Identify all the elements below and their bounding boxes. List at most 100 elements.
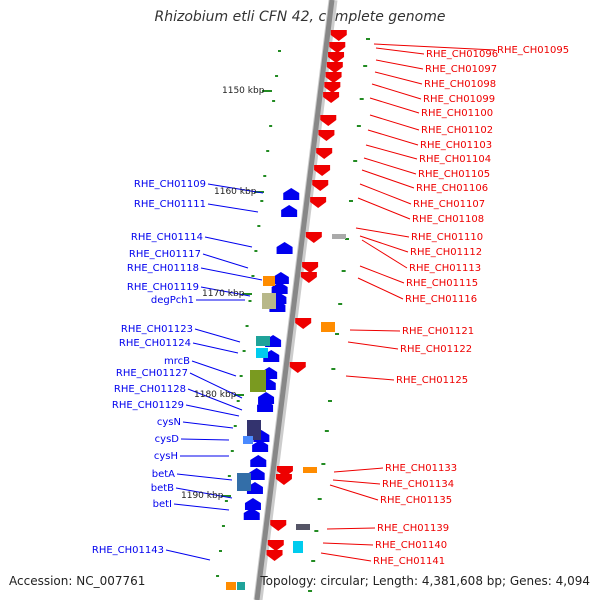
right-gene-label: RHE_CH01099 <box>423 94 495 105</box>
right-gene-label: RHE_CH01133 <box>385 463 457 474</box>
reverse-gene-arrow <box>326 62 343 73</box>
tick-mark <box>314 530 319 532</box>
leader-line <box>373 43 496 51</box>
domain-box <box>237 582 245 590</box>
tick-mark <box>254 250 258 252</box>
domain-box <box>293 541 303 553</box>
left-gene-label: mrcB <box>164 356 190 367</box>
right-gene-label: RHE_CH01141 <box>373 556 445 567</box>
domain-box <box>262 293 276 309</box>
tick-mark <box>366 38 370 40</box>
right-gene-label: RHE_CH01100 <box>421 108 493 119</box>
right-gene-label: RHE_CH01105 <box>418 169 490 180</box>
left-gene-label: RHE_CH01111 <box>134 199 206 210</box>
tick-mark <box>236 400 240 402</box>
left-gene-label: betA <box>152 469 175 480</box>
leader-line <box>363 157 417 175</box>
reverse-gene-arrow <box>328 52 345 63</box>
domain-box <box>256 348 268 358</box>
right-gene-label: RHE_CH01106 <box>416 183 488 194</box>
tick-mark <box>239 375 243 377</box>
left-gene-label: cysN <box>157 417 181 428</box>
tick-mark <box>272 100 276 102</box>
tick-mark <box>224 500 228 502</box>
left-gene-label: cysH <box>154 451 178 462</box>
left-gene-label: RHE_CH01118 <box>127 263 199 274</box>
reverse-gene-arrow <box>276 466 293 477</box>
reverse-gene-arrow <box>289 362 306 373</box>
right-gene-label: RHE_CH01113 <box>409 263 481 274</box>
left-gene-label: RHE_CH01143 <box>92 545 164 556</box>
left-gene-label: betI <box>153 499 172 510</box>
domain-box <box>296 524 310 530</box>
tick-mark <box>321 463 326 465</box>
leader-line <box>361 169 415 189</box>
reverse-gene-arrow <box>316 148 333 159</box>
kbp-label: 1160 kbp <box>214 187 257 197</box>
forward-gene-arrow <box>243 508 260 520</box>
tick-mark <box>278 50 281 52</box>
leader-line <box>207 203 259 213</box>
leader-line <box>374 71 423 85</box>
leader-line <box>187 388 243 411</box>
tick-mark <box>248 300 252 302</box>
forward-gene-arrow <box>258 392 275 404</box>
kbp-label: 1180 kbp <box>194 390 237 400</box>
left-gene-label: betB <box>151 483 174 494</box>
tick-mark <box>219 550 222 552</box>
labels-layer: 1150 kbp 1160 kbp 1170 kbp 1180 kbp 1190 kbp… <box>92 45 569 567</box>
leader-line <box>347 341 399 350</box>
domain-box <box>226 582 236 590</box>
right-gene-label: RHE_CH01121 <box>402 326 474 337</box>
reverse-gene-arrow <box>266 550 283 561</box>
right-gene-label: RHE_CH01103 <box>420 140 492 151</box>
right-gene-label: RHE_CH01115 <box>406 278 478 289</box>
reverse-gene-arrow <box>305 232 322 243</box>
tick-mark <box>345 238 349 240</box>
tick-layer <box>216 38 370 592</box>
leader-line <box>200 286 251 297</box>
tick-mark <box>353 160 358 162</box>
tick-mark <box>317 498 322 500</box>
reverse-gene-arrow <box>302 262 319 273</box>
leader-line <box>326 527 376 530</box>
leader-line <box>175 487 233 499</box>
leader-line <box>361 239 408 269</box>
leader-line <box>173 503 230 511</box>
tick-mark <box>363 65 368 67</box>
leader-line <box>345 375 395 381</box>
tick-mark <box>311 560 316 562</box>
right-gene-label: RHE_CH01102 <box>421 125 493 136</box>
right-gene-label: RHE_CH01125 <box>396 375 468 386</box>
tick-mark <box>331 368 336 370</box>
domain-box <box>303 467 317 473</box>
left-gene-label: RHE_CH01127 <box>116 368 188 379</box>
forward-gene-arrow <box>257 400 274 412</box>
leader-line <box>359 235 409 253</box>
reverse-gene-arrow <box>275 474 292 485</box>
tick-mark <box>359 98 364 100</box>
domain-box <box>321 322 335 332</box>
backbone-layer <box>253 0 338 600</box>
reverse-gene-arrow <box>310 197 327 208</box>
forward-gene-arrow <box>283 188 300 200</box>
tick-mark <box>216 575 220 577</box>
leader-line <box>320 552 372 562</box>
leader-line <box>189 372 243 399</box>
tick-mark <box>327 400 332 402</box>
tick-mark <box>260 200 264 202</box>
left-gene-label: RHE_CH01117 <box>129 249 201 260</box>
features-layer <box>226 30 347 590</box>
right-gene-label: RHE_CH01134 <box>382 479 454 490</box>
forward-gene-arrow <box>250 455 267 467</box>
tick-mark <box>324 430 329 432</box>
leader-line <box>355 227 410 238</box>
kbp-label: 1190 kbp <box>181 491 224 501</box>
right-gene-label: RHE_CH01110 <box>411 232 483 243</box>
leader-line <box>200 267 263 281</box>
kbp-tick <box>221 495 231 497</box>
right-gene-label: RHE_CH01097 <box>425 64 497 75</box>
backbone-axis <box>254 0 335 600</box>
tick-mark <box>341 270 346 272</box>
